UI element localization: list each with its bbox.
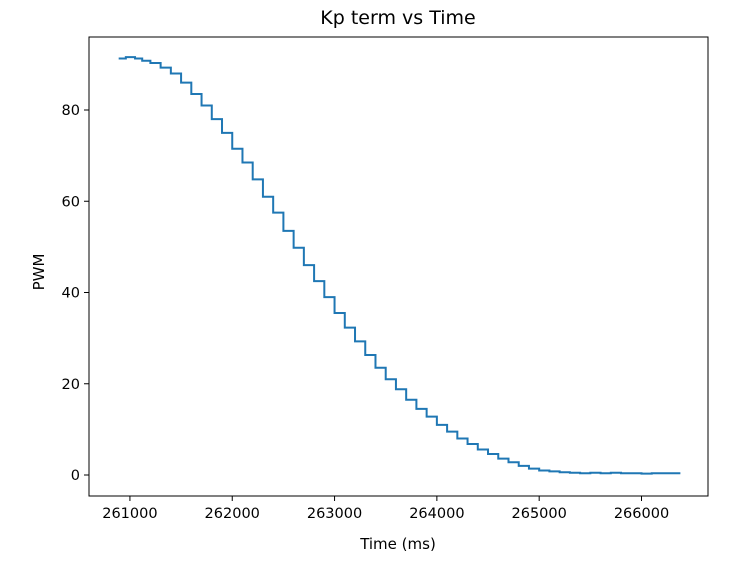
x-tick-label: 266000 [614,506,669,522]
x-axis-label: Time (ms) [359,535,436,553]
axis-ticks: 261000 262000 263000 264000 265000 266000 0 20 4… [62,103,670,522]
y-tick-label: 0 [71,468,80,484]
x-tick-label: 265000 [512,506,567,522]
y-axis-label: PWM [30,254,48,291]
series-line [118,56,681,475]
chart-title: Kp term vs Time [320,7,475,29]
x-tick-label: 261000 [102,506,157,522]
y-tick-label: 20 [62,377,80,393]
plot-frame [88,36,709,497]
y-tick-label: 80 [62,103,80,119]
x-tick-label: 262000 [205,506,260,522]
x-tick-label: 264000 [409,506,464,522]
x-tick-label: 263000 [307,506,362,522]
y-tick-label: 40 [62,286,80,302]
y-tick-label: 60 [62,194,80,210]
series-group [118,56,681,475]
